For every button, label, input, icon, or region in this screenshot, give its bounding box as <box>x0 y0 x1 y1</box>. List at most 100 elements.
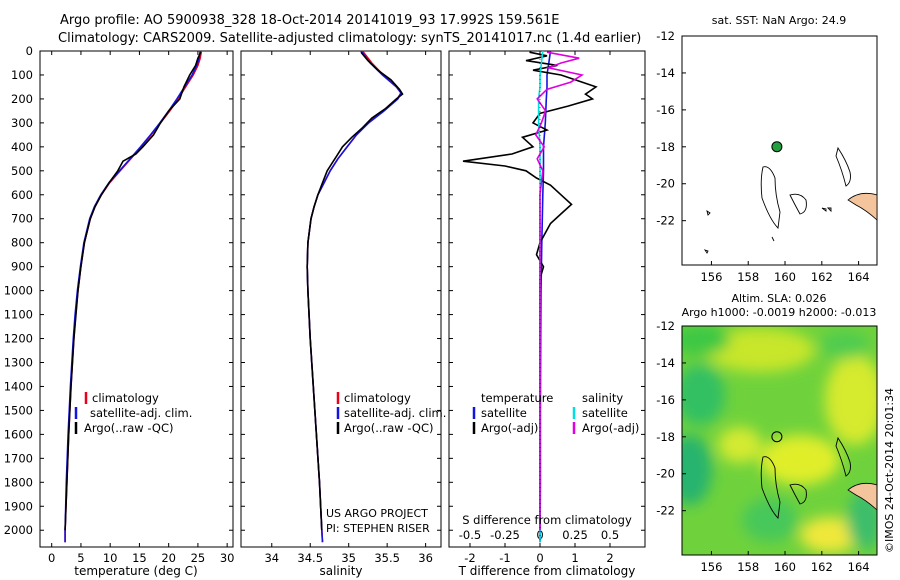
map-y-tick-label: -18 <box>656 430 675 444</box>
land-reef <box>835 436 851 477</box>
map-y-tick-label: -22 <box>656 504 675 518</box>
series-satellite-adj-clim <box>306 50 402 543</box>
x-tick-label: 10 <box>103 551 118 565</box>
land-new-caledonia <box>847 192 877 221</box>
map-x-tick-label: 164 <box>848 560 870 574</box>
legend-label: satellite <box>481 406 527 420</box>
depth-tick-label: 300 <box>11 116 33 130</box>
map-y-tick-label: -20 <box>656 177 675 191</box>
sla-patch-low <box>682 326 730 355</box>
legend-label: Argo(-adj) <box>582 421 639 435</box>
sst-map-title: sat. SST: NaN Argo: 24.9 <box>712 14 846 27</box>
x-tick-label: 20 <box>161 551 176 565</box>
s-diff-tick-label: 0.5 <box>601 528 619 542</box>
difference-top-xlabel: S difference from climatology <box>462 513 632 527</box>
sla-patch-low <box>682 365 725 425</box>
x-tick-label: 0 <box>48 551 55 565</box>
x-tick-label: 35.5 <box>374 551 400 565</box>
sst-map-axes: 156 158 160 162 164 -12 -14 -16 -18 -20 -22 <box>656 29 869 284</box>
depth-tick-label: 400 <box>11 140 33 154</box>
map-y-tick-label: -20 <box>656 467 675 481</box>
legend-title-salinity: salinity <box>582 391 623 405</box>
header-line-1: Argo profile: AO 5900938_328 18-Oct-2014… <box>60 13 559 28</box>
sla-patch-low <box>742 498 798 542</box>
temperature-profiles <box>64 50 203 543</box>
map-x-tick-label: 160 <box>774 560 796 574</box>
sst-map-coastlines <box>703 146 877 254</box>
series-temperature-satellite <box>539 50 552 543</box>
depth-tick-label: 2000 <box>4 523 33 537</box>
land-new-caledonia <box>847 482 877 511</box>
x-tick-label: 0 <box>536 551 543 565</box>
depth-tick-label: 0 <box>26 44 33 58</box>
x-tick-label: 5 <box>77 551 84 565</box>
depth-tick-label: 200 <box>11 92 33 106</box>
sla-map-title-1: Altim. SLA: 0.026 <box>731 292 826 305</box>
sla-map-title-2: Argo h1000: -0.0019 h2000: -0.013 <box>682 306 877 319</box>
depth-tick-label: 1600 <box>4 427 33 441</box>
salinity-xlabel: salinity <box>319 564 362 578</box>
map-y-tick-label: -12 <box>656 319 675 333</box>
map-y-tick-label: -14 <box>656 66 675 80</box>
map-x-tick-label: 156 <box>700 270 722 284</box>
x-tick-label: -1 <box>499 551 510 565</box>
legend-label: Argo(..raw -QC) <box>84 421 174 435</box>
temperature-xlabel: temperature (deg C) <box>74 564 197 578</box>
legend-label: satellite-adj. clim. <box>344 406 446 420</box>
map-x-tick-label: 160 <box>774 270 796 284</box>
land-espiritu-santo <box>760 456 781 519</box>
depth-tick-label: 1200 <box>4 332 33 346</box>
s-diff-tick-label: 0.25 <box>562 528 588 542</box>
sla-patch-high <box>705 328 815 372</box>
series-argo-raw-qc <box>64 51 202 531</box>
legend-label: climatology <box>344 391 411 405</box>
x-tick-label: 30 <box>220 551 235 565</box>
legend-label: climatology <box>92 391 159 405</box>
legend-label: satellite-adj. clim. <box>90 406 192 420</box>
depth-tick-label: 1500 <box>4 403 33 417</box>
sla-patch-high <box>760 435 840 485</box>
depth-tick-label: 900 <box>11 260 33 274</box>
depth-tick-label: 1800 <box>4 475 33 489</box>
series-salinity-argo-adj <box>534 51 585 531</box>
salinity-legend: climatology satellite-adj. clim. Argo(..… <box>336 391 446 435</box>
series-climatology <box>306 50 402 543</box>
map-x-tick-label: 158 <box>737 270 759 284</box>
legend-label: satellite <box>582 406 628 420</box>
sla-patch-low <box>682 435 712 505</box>
difference-xlabel: T difference from climatology <box>458 564 636 578</box>
map-y-tick-label: -16 <box>656 393 675 407</box>
x-tick-label: 34 <box>264 551 279 565</box>
depth-tick-label: 100 <box>11 68 33 82</box>
series-satellite-adj-clim <box>64 50 201 543</box>
header-line-2: Climatology: CARS2009. Satellite-adjuste… <box>58 31 641 46</box>
imos-timestamp: ©IMOS 24-Oct-2014 20:01:34 <box>883 388 896 553</box>
x-tick-label: 1 <box>571 551 578 565</box>
legend-label: Argo(-adj) <box>481 421 538 435</box>
x-tick-label: 15 <box>132 551 147 565</box>
depth-tick-label: 1400 <box>4 379 33 393</box>
difference-legend: temperature satellite Argo(-adj) salinit… <box>472 391 639 435</box>
map-y-tick-label: -14 <box>656 356 675 370</box>
x-tick-label: 34.5 <box>297 551 323 565</box>
sla-heatmap <box>682 326 877 555</box>
x-tick-label: 2 <box>606 551 613 565</box>
legend-title-temperature: temperature <box>481 391 553 405</box>
salinity-panel <box>240 50 442 548</box>
map-y-tick-label: -12 <box>656 29 675 43</box>
difference-panel <box>448 50 646 548</box>
land-malekula <box>789 483 807 505</box>
map-x-tick-label: 164 <box>848 270 870 284</box>
argo-position-marker <box>771 431 783 443</box>
x-tick-label: 25 <box>191 551 206 565</box>
sla-map-axes: 156 158 160 162 164 -12 -14 -16 -18 -20 -22 <box>656 319 869 574</box>
depth-tick-label: 600 <box>11 188 33 202</box>
sla-patch-low <box>820 331 870 359</box>
s-diff-tick-label: -0.5 <box>459 528 481 542</box>
land-small-islets <box>703 207 832 254</box>
depth-tick-label: 1700 <box>4 451 33 465</box>
map-y-tick-label: -16 <box>656 103 675 117</box>
depth-tick-label: 500 <box>11 164 33 178</box>
map-y-tick-label: -22 <box>656 214 675 228</box>
